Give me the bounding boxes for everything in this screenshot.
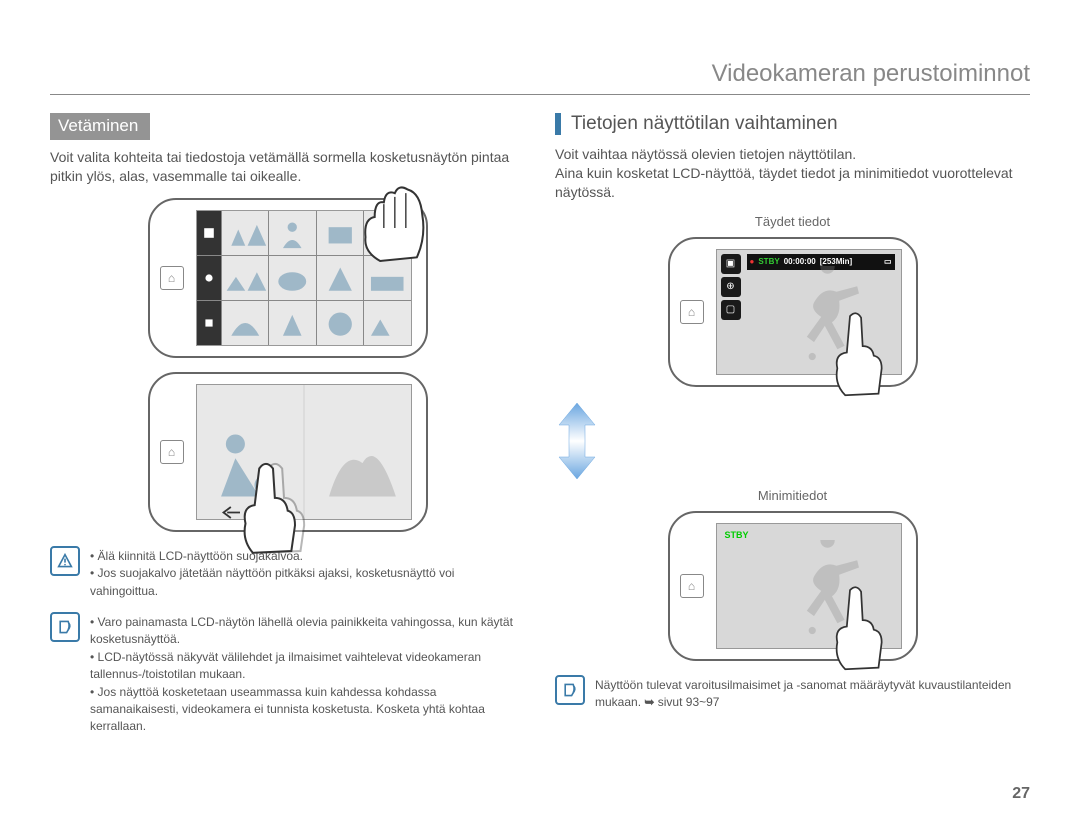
thumbnail [269, 256, 316, 300]
status-stby-min: STBY [725, 530, 749, 540]
right-paragraph: Voit vaihtaa näytössä olevien tietojen n… [555, 145, 1030, 202]
tap-hand-icon [812, 579, 907, 674]
status-stby: STBY [758, 257, 779, 266]
left-heading: Vetäminen [50, 113, 150, 140]
thumbnail [269, 211, 316, 255]
note-icon [555, 675, 585, 705]
right-note-text: Näyttöön tulevat varoitusilmaisimet ja -… [595, 677, 1030, 712]
device-screen-min: STBY [716, 523, 902, 649]
swipe-hand-icon [338, 173, 448, 283]
label-full-info: Täydet tiedot [555, 214, 1030, 229]
device-screen-full: ▣ ⊕ ▢ ● STBY 00:00:00 [253Min] ▭ [716, 249, 902, 375]
home-button-icon: ⌂ [160, 266, 184, 290]
left-column: Vetäminen Voit valita kohteita tai tiedo… [50, 113, 525, 738]
home-button-icon: ⌂ [680, 574, 704, 598]
right-column: Tietojen näyttötilan vaihtaminen Voit va… [555, 113, 1030, 738]
note-block: Varo painamasta LCD-näytön lähellä olevi… [50, 612, 525, 738]
swipe-hand-icon [218, 452, 328, 562]
side-icon [197, 211, 221, 255]
note-item: Varo painamasta LCD-näytön lähellä olevi… [90, 614, 525, 649]
thumbnail [222, 211, 269, 255]
warning-icon [50, 546, 80, 576]
tap-hand-icon [812, 305, 907, 400]
note-block-right: Näyttöön tulevat varoitusilmaisimet ja -… [555, 675, 1030, 714]
home-button-icon: ⌂ [160, 440, 184, 464]
side-icon [197, 301, 221, 345]
thumbnail [317, 301, 364, 345]
battery-icon: ▭ [884, 257, 892, 266]
osd-mode-icon: ▣ [721, 254, 741, 274]
page-number: 27 [1012, 785, 1030, 803]
note-list: Varo painamasta LCD-näytön lähellä olevi… [90, 614, 525, 736]
right-note-ref: sivut 93~97 [658, 695, 720, 709]
figure-min-info: ⌂ STBY [668, 511, 918, 661]
osd-display-icon: ▢ [721, 300, 741, 320]
thumbnail [364, 301, 411, 345]
figure-swipe-horizontal: ⌂ [148, 372, 428, 532]
left-paragraph: Voit valita kohteita tai tiedostoja vetä… [50, 148, 525, 186]
side-icon [197, 256, 221, 300]
figure-swipe-grid: ⌂ [148, 198, 428, 358]
updown-arrow-icon [555, 401, 599, 481]
note-item: Jos näyttöä kosketetaan useammassa kuin … [90, 684, 525, 736]
note-icon [50, 612, 80, 642]
page-title: Videokameran perustoiminnot [50, 60, 1030, 95]
note-item: LCD-näytössä näkyvät välilehdet ja ilmai… [90, 649, 525, 684]
thumbnail [222, 256, 269, 300]
status-record-icon: ● [750, 257, 755, 266]
two-columns: Vetäminen Voit valita kohteita tai tiedo… [50, 113, 1030, 738]
thumbnail [222, 301, 269, 345]
home-button-icon: ⌂ [680, 300, 704, 324]
figure-full-info: ⌂ ▣ ⊕ ▢ ● STBY 00:00:00 [253Min] ▭ [668, 237, 918, 387]
warning-item: Jos suojakalvo jätetään näyttöön pitkäks… [90, 565, 525, 600]
page-ref-arrow-icon: ➥ [644, 694, 654, 711]
osd-icon-strip: ▣ ⊕ ▢ [721, 254, 741, 320]
page: Videokameran perustoiminnot Vetäminen Vo… [0, 0, 1080, 825]
right-heading: Tietojen näyttötilan vaihtaminen [555, 113, 1030, 135]
thumbnail [269, 301, 316, 345]
label-min-info: Minimitiedot [555, 488, 1030, 503]
osd-zoom-icon: ⊕ [721, 277, 741, 297]
